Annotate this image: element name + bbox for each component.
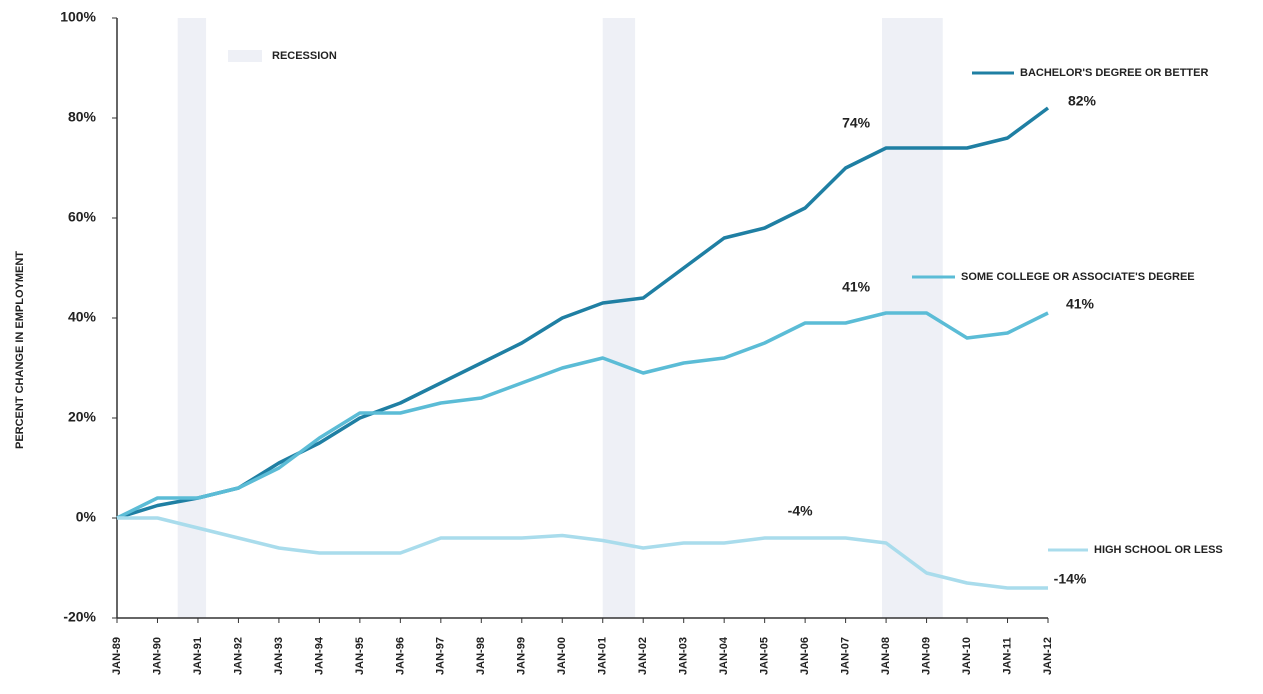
x-tick-label: JAN-06: [799, 637, 811, 675]
y-tick-label: 20%: [68, 409, 97, 425]
y-tick-label: 80%: [68, 109, 97, 125]
data-label: 74%: [842, 115, 871, 131]
y-axis-title: PERCENT CHANGE IN EMPLOYMENT: [14, 251, 26, 449]
x-tick-label: JAN-99: [516, 637, 528, 675]
y-tick-label: 60%: [68, 209, 97, 225]
x-tick-label: JAN-90: [151, 637, 163, 675]
x-tick-label: JAN-03: [678, 637, 690, 675]
x-tick-label: JAN-08: [880, 637, 892, 675]
legend-label: SOME COLLEGE OR ASSOCIATE'S DEGREE: [961, 271, 1195, 283]
x-tick-label: JAN-94: [313, 636, 325, 675]
x-tick-label: JAN-10: [961, 637, 973, 675]
x-tick-label: JAN-12: [1042, 637, 1054, 675]
y-tick-label: -20%: [63, 609, 96, 625]
x-tick-label: JAN-07: [840, 637, 852, 675]
x-tick-label: JAN-00: [556, 637, 568, 675]
legend-label: BACHELOR'S DEGREE OR BETTER: [1020, 67, 1208, 79]
legend-label: HIGH SCHOOL OR LESS: [1094, 544, 1223, 556]
y-tick-label: 100%: [60, 9, 96, 25]
data-label: 82%: [1068, 93, 1097, 109]
recession-legend-label: RECESSION: [272, 50, 337, 62]
x-tick-label: JAN-05: [759, 637, 771, 675]
recession-band: [177, 18, 207, 618]
x-tick-label: JAN-89: [111, 637, 123, 675]
x-tick-label: JAN-98: [475, 637, 487, 675]
x-tick-label: JAN-02: [637, 637, 649, 675]
x-tick-label: JAN-09: [920, 637, 932, 675]
x-tick-label: JAN-11: [1001, 637, 1013, 674]
series-line: [116, 106, 1050, 520]
x-tick-label: JAN-92: [232, 637, 244, 675]
recession-band: [602, 18, 636, 618]
x-tick-label: JAN-96: [394, 637, 406, 675]
data-label: -4%: [788, 503, 813, 519]
x-tick-label: JAN-91: [192, 637, 204, 675]
x-tick-label: JAN-01: [597, 637, 609, 675]
x-tick-label: JAN-97: [435, 637, 447, 675]
y-tick-label: 40%: [68, 309, 97, 325]
data-label: 41%: [842, 279, 871, 295]
series-line: [117, 516, 1048, 590]
series-line: [116, 311, 1049, 520]
x-tick-label: JAN-95: [354, 637, 366, 675]
data-label: 41%: [1066, 296, 1095, 312]
recession-legend-swatch: [228, 50, 262, 62]
y-tick-label: 0%: [76, 509, 97, 525]
x-tick-label: JAN-93: [273, 637, 285, 675]
x-tick-label: JAN-04: [718, 636, 730, 675]
data-label: -14%: [1054, 571, 1087, 587]
